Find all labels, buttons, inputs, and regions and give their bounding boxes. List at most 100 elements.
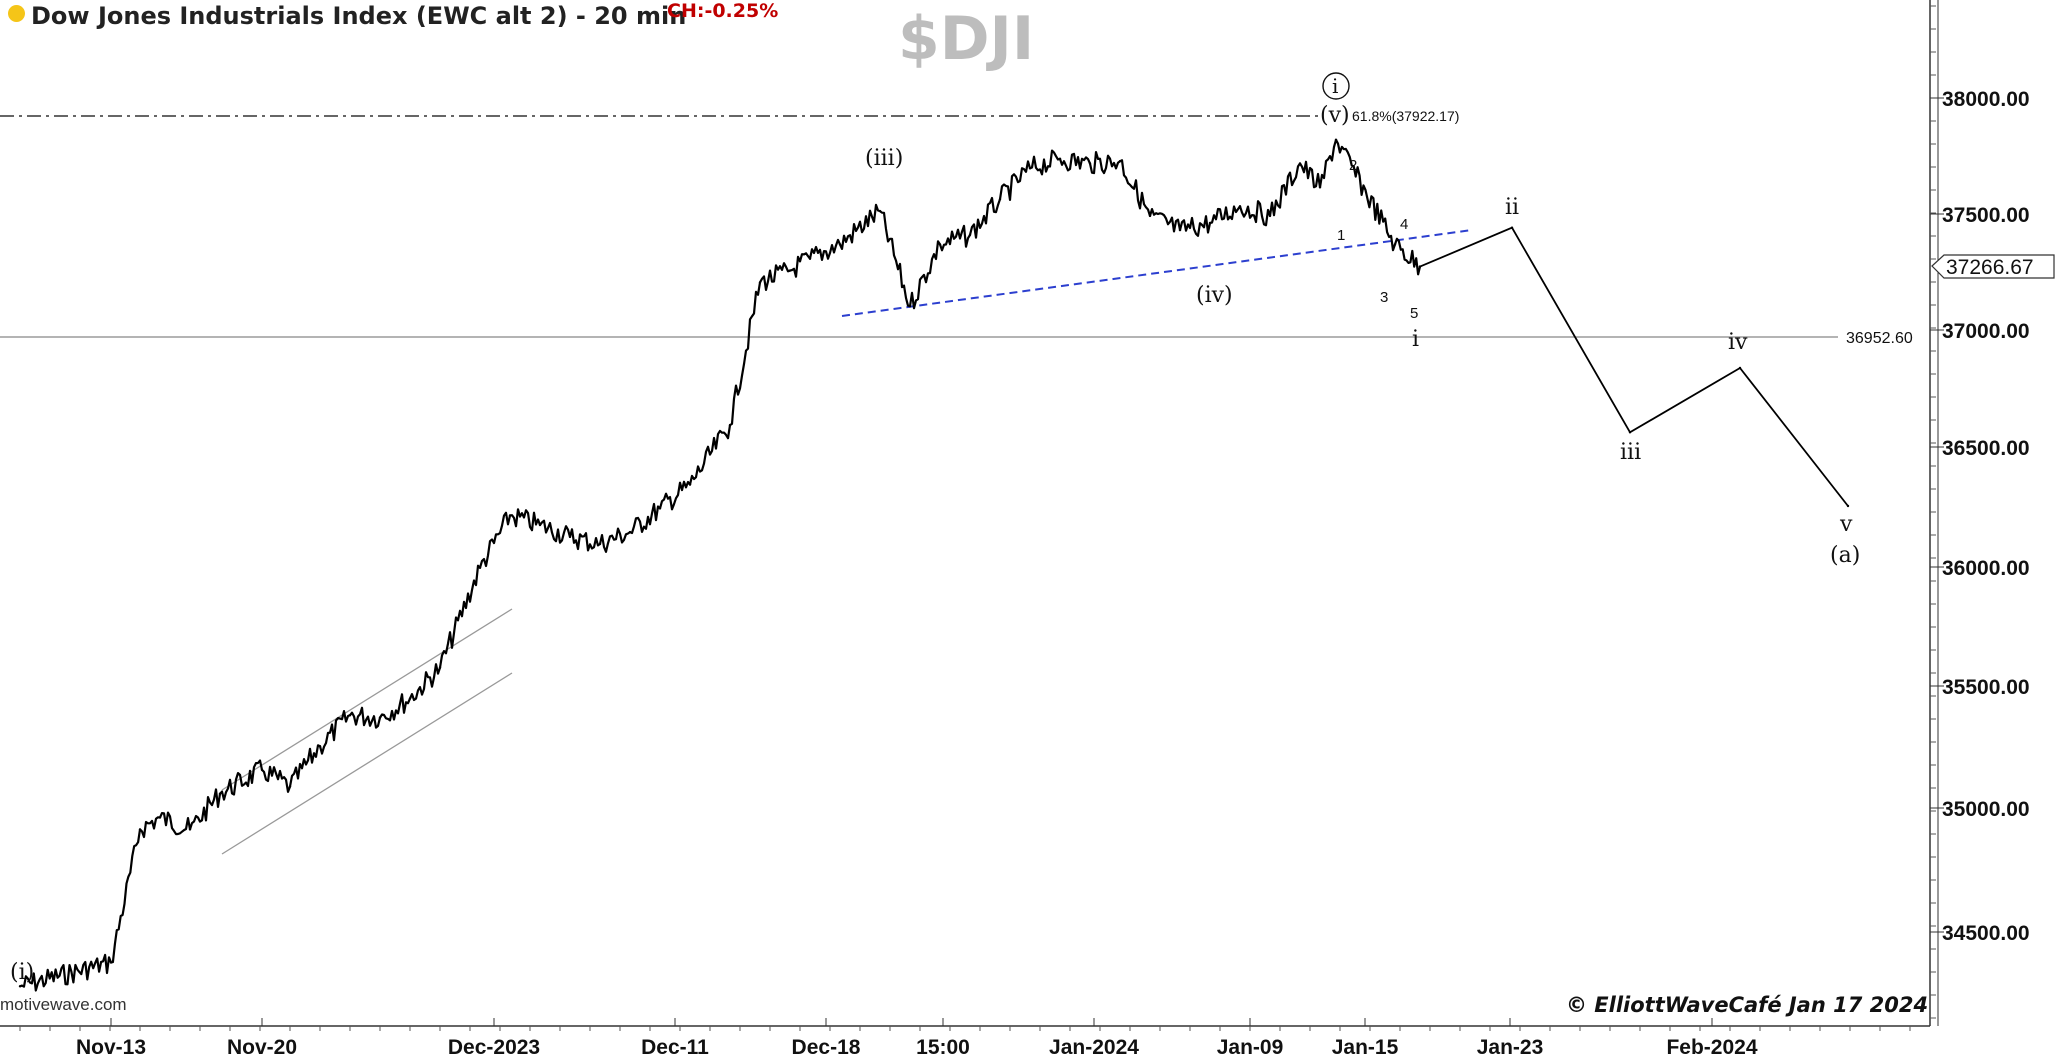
wave-label-iii: iii [1620, 440, 1641, 465]
y-tick-35500: 35500.00 [1930, 676, 2030, 699]
price-point [508, 514, 512, 517]
copyright: © ElliottWaveCafé Jan 17 2024 [1566, 993, 1929, 1017]
change-percent: CH:-0.25% [667, 0, 779, 22]
wave-label-i: i [1412, 327, 1419, 352]
projection-point [1738, 366, 1742, 370]
x-tick-label: Dec-18 [792, 1036, 861, 1059]
price-point [938, 243, 942, 246]
x-tick-label: Jan-15 [1332, 1036, 1399, 1059]
chart-title-text: Dow Jones Industrials Index (EWC alt 2) … [31, 2, 687, 30]
price-point [1208, 221, 1212, 225]
status-dot-icon [8, 5, 25, 22]
x-tick-label: Jan-2024 [1049, 1036, 1139, 1059]
price-point [908, 305, 912, 308]
x-tick-label: Dec-2023 [448, 1036, 540, 1059]
price-point [838, 243, 842, 246]
projection-point [1418, 265, 1422, 268]
chart-title: Dow Jones Industrials Index (EWC alt 2) … [8, 2, 686, 30]
price-point [788, 269, 792, 272]
y-tick-37000: 37000.00 [1930, 320, 2030, 343]
price-point [1148, 214, 1152, 218]
x-tick-label: Jan-09 [1217, 1036, 1284, 1059]
price-point [878, 209, 882, 213]
current-price-box: 37266.67 [1931, 254, 2055, 279]
price-point [1393, 243, 1397, 246]
price-point [728, 423, 732, 427]
y-tick-label: 34500.00 [1942, 922, 2030, 945]
x-tick-jan15: Jan-15 [1332, 1018, 1399, 1059]
wave-label-(iii): (iii) [865, 146, 903, 171]
price-point [1178, 228, 1182, 232]
x-tick-nov20: Nov-20 [227, 1018, 297, 1059]
wave-circle-marker [1322, 72, 1350, 100]
wave-label-(i): (i) [10, 960, 34, 985]
price-point [378, 716, 382, 719]
y-axis-minor-ticks [1930, 5, 1936, 1019]
y-tick-label: 37500.00 [1942, 204, 2030, 227]
price-point [628, 530, 632, 534]
x-tick-label: Nov-13 [76, 1036, 146, 1059]
ticker-symbol: $DJI [898, 4, 1035, 74]
wave-label-5: 5 [1410, 305, 1418, 322]
price-point [538, 523, 542, 527]
price-point [658, 507, 662, 510]
y-tick-34500: 34500.00 [1930, 922, 2030, 945]
wave-label-(iv): (iv) [1196, 283, 1233, 308]
x-tick-1500: 15:00 [916, 1018, 970, 1059]
y-axis: 38000.00 37500.00 37000.00 36500.00 3600… [1929, 0, 2055, 1026]
y-tick-label: 36500.00 [1942, 437, 2030, 460]
price-point [218, 792, 222, 795]
price-point [109, 961, 113, 964]
wave-label-(a): (a) [1830, 543, 1860, 568]
price-point [998, 198, 1002, 201]
wave-label-iv: iv [1728, 330, 1748, 355]
x-tick-label: Dec-11 [641, 1036, 709, 1059]
price-point [1334, 138, 1338, 141]
wave-label-2: 2 [1349, 157, 1357, 174]
wave-label-circled-i: i [1332, 74, 1338, 98]
price-point [188, 828, 192, 831]
x-axis: Nov-13 Nov-20 Dec-2023 Dec-11 Dec-18 15:… [0, 1018, 1930, 1059]
price-point [968, 233, 972, 237]
wave-label-v: v [1839, 512, 1853, 537]
price-point [1028, 167, 1032, 170]
fib-label: 61.8%(37922.17) [1352, 108, 1459, 124]
trendline [841, 229, 1473, 317]
y-tick-label: 35000.00 [1942, 798, 2030, 821]
y-tick-label: 37000.00 [1942, 320, 2030, 343]
projection-point [1510, 226, 1514, 229]
x-tick-nov13: Nov-13 [76, 1018, 146, 1059]
x-tick-jan2024: Jan-2024 [1049, 1018, 1139, 1059]
price-point [598, 542, 602, 546]
y-tick-label: 36000.00 [1942, 557, 2030, 580]
price-point [158, 816, 162, 819]
y-tick-35000: 35000.00 [1930, 798, 2030, 821]
x-tick-dec2023: Dec-2023 [448, 1018, 540, 1059]
x-tick-feb2024: Feb-2024 [1666, 1018, 1758, 1059]
y-tick-36500: 36500.00 [1930, 437, 2030, 460]
wave-label-3: 3 [1380, 289, 1388, 306]
price-point [1118, 160, 1122, 163]
channel-upper-line [221, 608, 513, 791]
price-point [260, 768, 264, 772]
price-point [288, 785, 292, 788]
price-point [688, 483, 692, 486]
x-tick-dec18: Dec-18 [792, 1018, 861, 1059]
price-line [19, 138, 1422, 992]
x-tick-jan23: Jan-23 [1477, 1018, 1544, 1059]
x-tick-label: Jan-23 [1477, 1036, 1544, 1059]
x-tick-label: Feb-2024 [1666, 1036, 1757, 1059]
horizontal-level-label: 36952.60 [1846, 330, 1913, 347]
current-price-label: 37266.67 [1946, 256, 2034, 279]
price-point [1238, 205, 1242, 208]
price-point [568, 535, 572, 539]
wave-label-4: 4 [1400, 216, 1408, 233]
price-point [348, 714, 352, 717]
y-tick-36000: 36000.00 [1930, 557, 2030, 580]
wave-label-ii: ii [1505, 195, 1519, 220]
x-tick-jan09: Jan-09 [1217, 1018, 1284, 1059]
price-point [808, 257, 812, 260]
price-point [318, 745, 322, 748]
y-tick-37500: 37500.00 [1930, 204, 2030, 227]
